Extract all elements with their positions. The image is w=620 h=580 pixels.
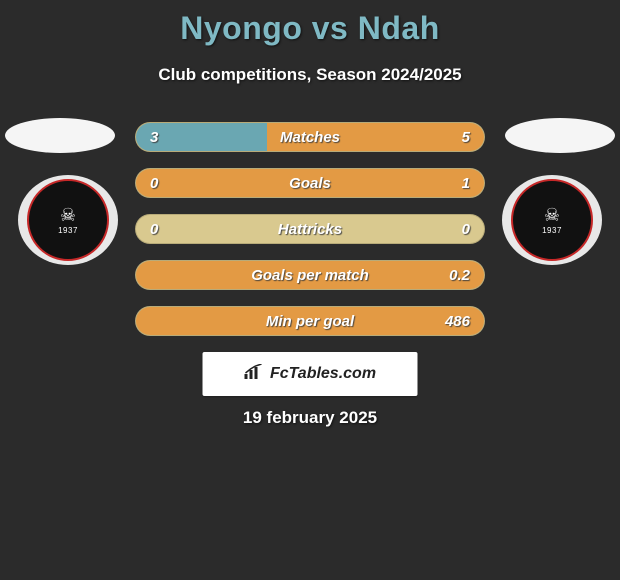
stat-label: Matches [280, 129, 340, 146]
stat-row: Goals per match 0.2 [135, 260, 485, 290]
stat-label: Goals [289, 175, 331, 192]
page-subtitle: Club competitions, Season 2024/2025 [0, 65, 620, 85]
club-crest-right-inner: ☠ 1937 [511, 179, 593, 261]
club-year-right: 1937 [542, 226, 562, 235]
stat-row: 0 Hattricks 0 [135, 214, 485, 244]
club-crest-left: ☠ 1937 [18, 175, 118, 265]
stat-value-right: 0.2 [449, 267, 470, 284]
footer-date: 19 february 2025 [243, 408, 377, 428]
stat-value-right: 5 [462, 129, 470, 146]
stat-value-left: 0 [150, 175, 158, 192]
stat-row: 3 Matches 5 [135, 122, 485, 152]
stat-row: 0 Goals 1 [135, 168, 485, 198]
club-crest-left-inner: ☠ 1937 [27, 179, 109, 261]
brand-box[interactable]: FcTables.com [203, 352, 418, 396]
club-crest-right: ☠ 1937 [502, 175, 602, 265]
stat-value-left: 3 [150, 129, 158, 146]
stat-label: Min per goal [266, 313, 354, 330]
stat-value-right: 1 [462, 175, 470, 192]
stat-label: Goals per match [251, 267, 369, 284]
stats-panel: 3 Matches 5 0 Goals 1 0 Hattricks 0 Goals per mat… [135, 122, 485, 352]
player-photo-left [5, 118, 115, 153]
stat-value-right: 486 [445, 313, 470, 330]
stat-value-right: 0 [462, 221, 470, 238]
page-title: Nyongo vs Ndah [0, 0, 620, 47]
chart-icon [244, 364, 264, 385]
stat-value-left: 0 [150, 221, 158, 238]
root: Nyongo vs Ndah Club competitions, Season… [0, 0, 620, 580]
club-year-left: 1937 [58, 226, 78, 235]
stat-row: Min per goal 486 [135, 306, 485, 336]
skull-icon: ☠ [544, 206, 560, 224]
player-photo-right [505, 118, 615, 153]
stat-label: Hattricks [278, 221, 342, 238]
skull-icon: ☠ [60, 206, 76, 224]
brand-text: FcTables.com [270, 365, 376, 383]
